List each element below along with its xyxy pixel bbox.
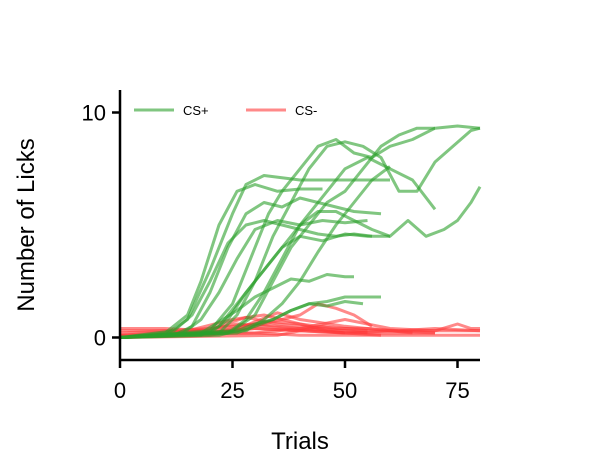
cs-plus-lines: [119, 124, 482, 339]
y-tick-label: 0: [94, 326, 106, 351]
legend: CS+ CS-: [134, 103, 317, 118]
cs-plus-line-7: [119, 126, 481, 339]
cs-plus-line-6: [119, 124, 481, 339]
x-tick-label: 25: [220, 378, 244, 403]
cs-plus-line-8: [119, 186, 482, 339]
x-tick-label: 0: [114, 378, 126, 403]
legend-label-cs-plus: CS+: [183, 103, 209, 118]
cs-plus-line-10: [119, 156, 437, 339]
cs-plus-line-4: [119, 219, 368, 339]
cs-plus-line-15: [119, 300, 364, 339]
legend-label-cs-minus: CS-: [295, 103, 317, 118]
cs-plus-line-12: [119, 126, 435, 339]
cs-plus-line-2: [119, 183, 323, 339]
cs-minus-line-10: [119, 324, 368, 339]
y-axis-label: Number of Licks: [13, 138, 40, 311]
x-tick-label: 50: [333, 378, 357, 403]
x-tick-label: 75: [445, 378, 469, 403]
axes: [118, 90, 480, 362]
x-axis-label: Trials: [271, 428, 329, 450]
cs-plus-line-13: [119, 273, 354, 339]
y-tick-label: 10: [82, 101, 106, 126]
ticks: 0 25 50 75 0 10: [82, 101, 470, 404]
